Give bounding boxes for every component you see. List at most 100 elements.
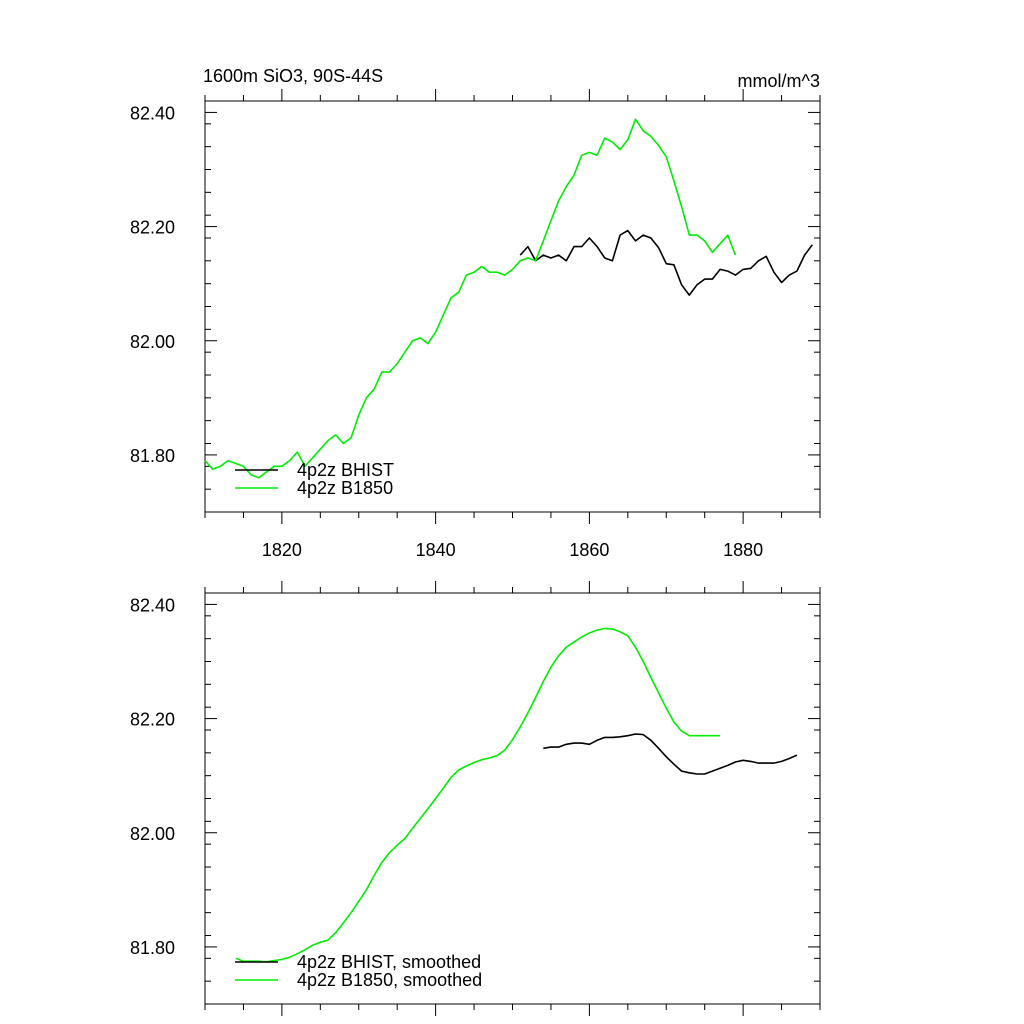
bhist-point [765, 255, 767, 257]
b1850-smoothed-point [366, 889, 368, 891]
bhist-smoothed-point [781, 761, 783, 763]
bhist-smoothed-point [658, 748, 660, 750]
bhist-smoothed-point [558, 746, 560, 748]
b1850-smoothed-point [312, 944, 314, 946]
bhist-point [550, 257, 552, 259]
b1850-smoothed-point [673, 721, 675, 723]
bhist-point [642, 234, 644, 236]
b1850-point [735, 254, 737, 256]
b1850-smoothed-point [666, 708, 668, 710]
b1850-smoothed-point [696, 735, 698, 737]
b1850-point [450, 297, 452, 299]
b1850-point [619, 149, 621, 151]
bhist-point [719, 269, 721, 271]
b1850-smoothed-point [543, 681, 545, 683]
b1850-point [412, 340, 414, 342]
b1850-point [689, 234, 691, 236]
b1850-point [627, 139, 629, 141]
bhist-smoothed-point [735, 761, 737, 763]
bhist-smoothed-point [619, 736, 621, 738]
bhist-point [658, 247, 660, 249]
b1850-smoothed-point [566, 646, 568, 648]
b1850-point [343, 443, 345, 445]
bhist-smoothed-point [758, 762, 760, 764]
b1850-smoothed-line [235, 627, 721, 963]
top-chart: 1820 1840 1860 1880 81.80 82.00 82.20 82.40 4p2z… [130, 89, 821, 560]
bhist-point [673, 264, 675, 266]
bhist-point [558, 254, 560, 256]
b1850-smoothed-point [350, 912, 352, 914]
b1850-point [604, 137, 606, 139]
b1850-smoothed-point [427, 808, 429, 810]
bhist-point [681, 284, 683, 286]
b1850-smoothed-point [358, 901, 360, 903]
y-tick-label: 82.00 [130, 332, 175, 352]
bhist-smoothed-point [650, 740, 652, 742]
b1850-smoothed-point [458, 769, 460, 771]
x-tick-label: 1820 [262, 540, 302, 560]
b1850-point [642, 130, 644, 132]
b1850-point [297, 451, 299, 453]
b1850-point [373, 389, 375, 391]
b1850-smoothed-point [612, 628, 614, 630]
bhist-point [789, 274, 791, 276]
b1850-smoothed-point [627, 635, 629, 637]
bhist-line [519, 229, 813, 296]
b1850-point [404, 351, 406, 353]
b1850-smoothed-point [550, 666, 552, 668]
y-tick-label: 82.40 [130, 103, 175, 123]
b1850-smoothed-point [681, 730, 683, 732]
bhist-point [750, 268, 752, 270]
bhist-smoothed-point [666, 756, 668, 758]
bhist-point [581, 246, 583, 248]
legend-label: 4p2z BHIST [297, 460, 394, 480]
b1850-smoothed-point [642, 661, 644, 663]
b1850-point [504, 274, 506, 276]
bhist-smoothed-point [689, 772, 691, 774]
b1850-point [443, 314, 445, 316]
bhist-point [742, 269, 744, 271]
b1850-smoothed-point [512, 739, 514, 741]
b1850-smoothed-point [466, 765, 468, 767]
bhist-smoothed-point [581, 742, 583, 744]
b1850-smoothed-point [504, 749, 506, 751]
b1850-point [220, 466, 222, 468]
y-tick-label: 81.80 [130, 938, 175, 958]
bhist-point [543, 254, 545, 256]
bhist-point [527, 246, 529, 248]
b1850-smoothed-point [573, 641, 575, 643]
x-tick-label: 1840 [416, 540, 456, 560]
b1850-point [581, 154, 583, 156]
b1850-point [696, 234, 698, 236]
b1850-smoothed-point [443, 787, 445, 789]
b1850-smoothed-point [719, 735, 721, 737]
b1850-smoothed-point [535, 697, 537, 699]
bhist-smoothed-point [727, 765, 729, 767]
bhist-smoothed-point [696, 773, 698, 775]
b1850-smoothed-point [327, 939, 329, 941]
x-tick-label: 1880 [723, 540, 763, 560]
bhist-smoothed-point [573, 742, 575, 744]
b1850-point [535, 260, 537, 262]
b1850-smoothed-point [289, 956, 291, 958]
b1850-point [573, 174, 575, 176]
b1850-smoothed-point [519, 726, 521, 728]
bhist-point [604, 257, 606, 259]
b1850-point [712, 252, 714, 254]
b1850-smoothed-point [389, 852, 391, 854]
b1850-point [719, 243, 721, 245]
bhist-point [627, 230, 629, 232]
legend-label: 4p2z B1850 [297, 478, 393, 498]
b1850-point [227, 460, 229, 462]
b1850-point [335, 434, 337, 436]
bhist-point [704, 278, 706, 280]
y-tick-label: 82.00 [130, 824, 175, 844]
b1850-smoothed-point [619, 631, 621, 633]
bhist-smoothed-point [566, 744, 568, 746]
bhist-point [519, 254, 521, 256]
b1850-point [635, 119, 637, 121]
b1850-point [327, 440, 329, 442]
bhist-point [573, 246, 575, 248]
b1850-point [673, 180, 675, 182]
b1850-smoothed-point [412, 827, 414, 829]
